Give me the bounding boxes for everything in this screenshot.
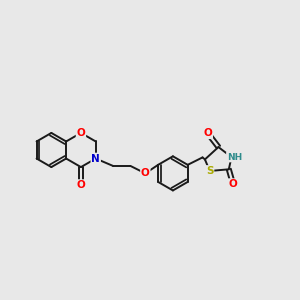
Text: S: S [206, 166, 214, 176]
Text: O: O [76, 128, 85, 138]
Text: O: O [76, 180, 85, 190]
Text: NH: NH [227, 153, 242, 162]
Text: O: O [141, 168, 150, 178]
Text: O: O [203, 128, 212, 138]
Text: N: N [92, 154, 100, 164]
Text: O: O [229, 179, 237, 189]
